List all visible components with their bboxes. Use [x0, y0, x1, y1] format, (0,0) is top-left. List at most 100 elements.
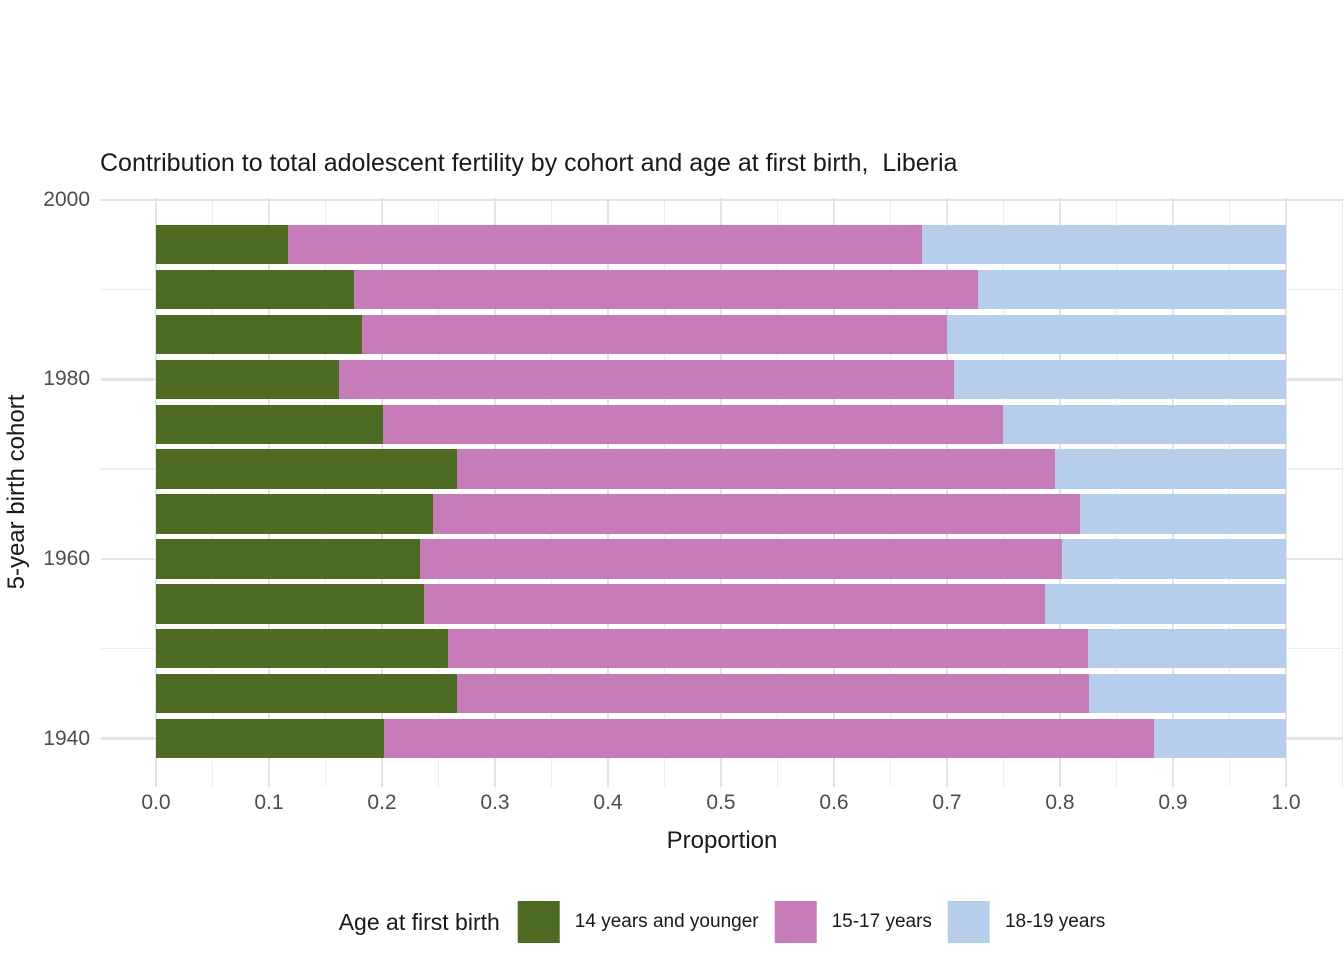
- gridline-vertical-minor: [211, 198, 214, 787]
- bar-segment: [353, 269, 978, 310]
- bar-segment: [946, 314, 1286, 355]
- gridline-vertical-minor: [1002, 198, 1005, 787]
- bar-row-cohort-1975: [156, 404, 1286, 445]
- bar-segment: [156, 269, 354, 310]
- bar-segment: [1080, 494, 1286, 534]
- x-tick-label: 0.2: [367, 791, 397, 814]
- x-tick-label: 0.1: [254, 791, 284, 814]
- bar-row-cohort-1985: [156, 314, 1286, 355]
- plot-panel: [101, 198, 1343, 787]
- y-tick-label: 1980: [43, 367, 90, 391]
- bar-segment: [977, 269, 1286, 310]
- legend: Age at first birth 14 years and younger 1…: [338, 901, 1106, 943]
- y-tick-label: 1960: [43, 546, 90, 570]
- bar-segment: [156, 584, 424, 624]
- gridline-vertical-major: [945, 198, 949, 787]
- gridline-vertical-major: [1171, 198, 1175, 787]
- gridline-vertical-minor: [1115, 198, 1118, 787]
- x-tick-label: 0.7: [932, 791, 962, 814]
- bar-row-cohort-1950: [156, 628, 1286, 669]
- gridline-vertical-major: [493, 198, 497, 787]
- x-tick-label: 0.5: [706, 791, 736, 814]
- legend-title: Age at first birth: [338, 908, 500, 935]
- x-tick-label: 0.6: [819, 791, 849, 814]
- legend-item: 14 years and younger: [517, 901, 759, 943]
- chart-title: Contribution to total adolescent fertili…: [100, 149, 958, 177]
- bar-segment: [922, 224, 1286, 265]
- legend-swatch-icon: [947, 901, 990, 943]
- legend-item-label: 14 years and younger: [574, 911, 759, 932]
- bar-segment: [288, 224, 923, 265]
- y-tick-label: 2000: [43, 187, 90, 211]
- legend-items: 14 years and younger 15-17 years 18-19 yea…: [517, 901, 1106, 943]
- x-tick-label: 0.9: [1158, 791, 1188, 814]
- bar-segment: [156, 539, 421, 579]
- bar-segment: [1003, 404, 1286, 445]
- legend-swatch-icon: [517, 901, 560, 943]
- legend-swatch-icon: [774, 901, 817, 943]
- gridline-vertical-minor: [1341, 198, 1343, 787]
- y-axis-title: 5-year birth cohort: [3, 394, 30, 590]
- bar-segment: [156, 404, 384, 445]
- gridline-vertical-major: [1284, 198, 1288, 787]
- bar-segment: [361, 314, 947, 355]
- bar-segment: [447, 628, 1089, 669]
- bar-segment: [156, 628, 448, 669]
- bar-segment: [1045, 584, 1286, 624]
- bar-segment: [156, 224, 289, 265]
- x-tick-label: 1.0: [1271, 791, 1301, 814]
- bar-row-cohort-1945: [156, 673, 1286, 714]
- legend-item-label: 18-19 years: [1004, 911, 1106, 932]
- bar-row-cohort-1960: [156, 539, 1286, 579]
- bar-segment: [423, 584, 1046, 624]
- bar-segment: [953, 359, 1286, 400]
- gridline-vertical-minor: [776, 198, 779, 787]
- gridline-vertical-minor: [889, 198, 892, 787]
- gridline-vertical-major: [719, 198, 723, 787]
- y-tick-label: 1940: [43, 726, 90, 750]
- bar-row-cohort-1970: [156, 449, 1286, 489]
- gridline-vertical-minor: [550, 198, 553, 787]
- bar-segment: [156, 359, 340, 400]
- bar-segment: [339, 359, 954, 400]
- bar-segment: [456, 449, 1056, 489]
- x-tick-label: 0.3: [480, 791, 510, 814]
- bar-row-cohort-1990: [156, 269, 1286, 310]
- legend-item-label: 15-17 years: [831, 911, 932, 932]
- bar-segment: [420, 539, 1063, 579]
- bar-segment: [1089, 673, 1286, 714]
- bar-segment: [384, 718, 1154, 759]
- legend-item: 18-19 years: [947, 901, 1106, 943]
- gridline-vertical-major: [606, 198, 610, 787]
- bar-segment: [432, 494, 1081, 534]
- gridline-vertical-major: [267, 198, 271, 787]
- x-tick-label: 0.4: [593, 791, 623, 814]
- bar-segment: [156, 449, 457, 489]
- bar-segment: [156, 494, 433, 534]
- bar-row-cohort-1965: [156, 494, 1286, 534]
- gridline-vertical-major: [1058, 198, 1062, 787]
- x-axis-title: Proportion: [666, 827, 778, 854]
- bar-row-cohort-1995: [156, 224, 1286, 265]
- bar-segment: [1088, 628, 1286, 669]
- gridline-vertical-major: [154, 198, 158, 787]
- gridline-vertical-minor: [663, 198, 666, 787]
- bar-row-cohort-1955: [156, 584, 1286, 624]
- bar-segment: [156, 718, 385, 759]
- bar-segment: [156, 673, 457, 714]
- gridline-vertical-major: [380, 198, 384, 787]
- bar-segment: [1062, 539, 1286, 579]
- bar-segment: [383, 404, 1004, 445]
- bar-segment: [1055, 449, 1286, 489]
- bar-row-cohort-1940: [156, 718, 1286, 759]
- gridline-vertical-minor: [1228, 198, 1231, 787]
- x-tick-label: 0.8: [1045, 791, 1075, 814]
- gridline-horizontal-major: [101, 198, 1343, 202]
- x-tick-label: 0.0: [141, 791, 171, 814]
- bar-segment: [456, 673, 1090, 714]
- gridline-vertical-minor: [324, 198, 327, 787]
- bar-row-cohort-1980: [156, 359, 1286, 400]
- bar-segment: [1153, 718, 1286, 759]
- gridline-vertical-minor: [437, 198, 440, 787]
